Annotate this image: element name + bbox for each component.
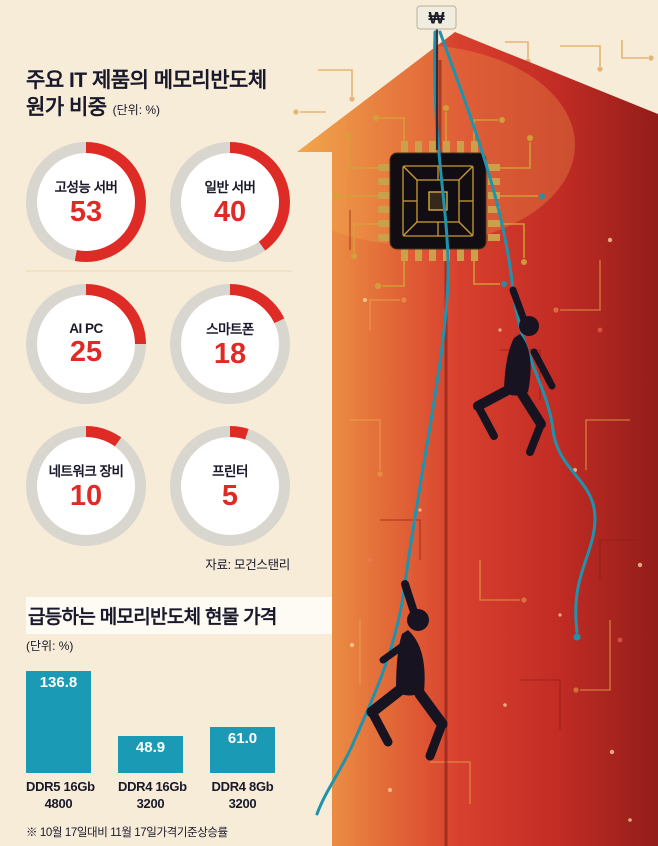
donut-chart-general-server: 일반 서버 40 [170, 141, 290, 262]
background-circuit-traces [293, 40, 654, 115]
donut-value: 53 [69, 196, 103, 229]
donut-label: 프린터 [212, 464, 248, 480]
donut-chart-printer: 프린터 5 [170, 425, 290, 546]
chip-inner-circuitry [402, 165, 474, 237]
donut-inner: 스마트폰 18 [181, 294, 279, 393]
chip-radiating-traces [333, 105, 545, 289]
bar-label-ddr4-16gb-3200: DDR4 16Gb 3200 [118, 779, 187, 813]
section1-title: 주요 IT 제품의 메모리반도체 원가 비중 (단위: %) [26, 68, 332, 122]
bar-label-line: 4800 [44, 795, 73, 811]
donut-inner: 일반 서버 40 [181, 152, 279, 251]
bar-ddr4-8gb-3200: 61.0 [210, 727, 275, 773]
donut-inner: 프린터 5 [181, 436, 279, 535]
donut-inner: AI PC 25 [37, 294, 135, 393]
flag-tag [416, 5, 457, 30]
bar-ddr5-16gb-4800: 136.8 [26, 670, 91, 773]
bar-column: 136.8 [26, 661, 91, 773]
rope-left [315, 30, 450, 816]
donut-label: 일반 서버 [204, 180, 256, 196]
rope-right [438, 30, 597, 634]
climber-figure-upper [473, 286, 556, 456]
donut-chart-network-equipment: 네트워크 장비 10 [26, 425, 146, 546]
donut-chart-ai-pc: AI PC 25 [26, 283, 146, 404]
bar-value: 136.8 [39, 673, 78, 691]
data-column: 주요 IT 제품의 메모리반도체 원가 비중 (단위: %) 고성능 서버 53 … [26, 68, 332, 846]
section2-title: 급등하는 메모리반도체 현물 가격 [26, 596, 332, 634]
section1-title-line1: 주요 IT 제품의 메모리반도체 [26, 69, 267, 92]
spot-price-bar-chart: 136.8 48.9 61.0 [26, 661, 332, 773]
donut-inner: 고성능 서버 53 [37, 152, 135, 251]
rope-end-loop [573, 633, 581, 641]
donut-label: AI PC [69, 320, 103, 336]
section1-title-line2: 원가 비중 [26, 95, 107, 119]
bar-value: 48.9 [135, 739, 166, 757]
donut-value: 40 [213, 196, 247, 229]
climber-figure-lower [366, 580, 448, 761]
chip-body [389, 152, 487, 250]
arrow-circuit-traces-gold [350, 260, 630, 804]
microchip-icon [333, 105, 545, 289]
bar-column: 48.9 [118, 661, 183, 773]
bar-label-line: DDR5 16Gb [26, 778, 95, 794]
arrow-circuit-traces-dark [349, 210, 640, 730]
bar-label-line: 3200 [228, 795, 257, 811]
bar-label-ddr5-16gb-4800: DDR5 16Gb 4800 [26, 779, 95, 813]
donut-value: 5 [221, 480, 239, 513]
donut-chart-smartphone: 스마트폰 18 [170, 283, 290, 404]
bar-axis-labels: DDR5 16Gb 4800 DDR4 16Gb 3200 DDR4 8Gb 3… [26, 779, 332, 813]
bar-label-line: DDR4 16Gb [118, 778, 187, 794]
bar-label-line: DDR4 8Gb [211, 778, 274, 794]
sparkle-dots [350, 237, 643, 822]
section1-unit: (단위: %) [112, 102, 161, 117]
section2-unit: (단위: %) [26, 638, 74, 653]
won-symbol: ₩ [428, 9, 445, 28]
spot-price-section: 급등하는 메모리반도체 현물 가격 (단위: %) 136.8 48.9 61.… [26, 596, 332, 846]
donut-inner: 네트워크 장비 10 [37, 436, 135, 535]
glow-dots [368, 327, 623, 643]
bar-ddr4-16gb-3200: 48.9 [118, 736, 183, 773]
donut-chart-grid: 고성능 서버 53 일반 서버 40 AI PC 25 스마트폰 1 [26, 141, 290, 546]
donut-label: 네트워크 장비 [48, 464, 124, 480]
won-flag: ₩ [416, 5, 457, 150]
bar-column: 61.0 [210, 661, 275, 773]
bar-label-ddr4-8gb-3200: DDR4 8Gb 3200 [210, 779, 275, 813]
section1-source: 자료: 모건스탠리 [205, 557, 290, 572]
donut-label: 고성능 서버 [54, 180, 118, 196]
donut-label: 스마트폰 [206, 322, 254, 338]
center-shadow-line [438, 60, 448, 846]
bar-value: 61.0 [227, 730, 258, 748]
donut-chart-high-performance-server: 고성능 서버 53 [26, 141, 146, 262]
chip-pins [378, 141, 500, 261]
bar-label-line: 3200 [136, 795, 165, 811]
donut-value: 10 [69, 480, 103, 513]
donut-value: 18 [213, 338, 247, 371]
climbing-ropes [315, 30, 597, 816]
donut-value: 25 [69, 335, 103, 368]
upward-arrow [297, 32, 658, 846]
section2-footnote: ※ 10월 17일대비 11월 17일가격기준상승률 [26, 826, 228, 839]
